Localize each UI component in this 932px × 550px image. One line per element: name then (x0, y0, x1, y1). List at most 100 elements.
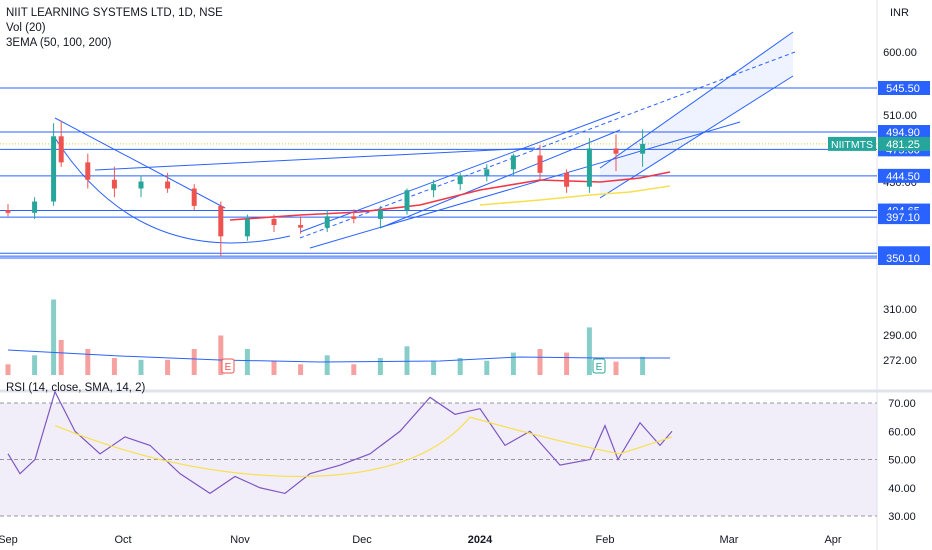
currency-label[interactable]: INR (890, 7, 909, 19)
x-axis-label: Mar (720, 534, 739, 546)
channel-fill (600, 32, 793, 198)
volume-bar (537, 349, 543, 375)
volume-bar (165, 359, 171, 375)
symbol-title: NIIT LEARNING SYSTEMS LTD, 1D, NSE (6, 7, 223, 19)
candle-body (537, 155, 543, 173)
ema-100-line (479, 185, 671, 206)
trendline (599, 31, 794, 169)
price-axis-tick: 510.00 (883, 110, 917, 122)
candle-body (111, 179, 117, 189)
level-label-text: 444.50 (886, 171, 920, 183)
price-axis-tick: 290.00 (883, 330, 917, 342)
symbol-tag-text: NIITMTS (831, 139, 873, 151)
volume-bar (431, 360, 437, 375)
candle-body (351, 216, 357, 219)
volume-bar (298, 364, 304, 375)
trendline (379, 129, 621, 229)
x-axis-label: Nov (230, 534, 250, 546)
volume-bar (51, 299, 57, 375)
price-axis-tick: 272.00 (883, 355, 917, 367)
volume-bar (404, 346, 410, 375)
volume-bar (510, 352, 516, 375)
candle-body (51, 136, 57, 202)
candle-body (431, 184, 437, 191)
rsi-axis-tick: 30.00 (888, 511, 916, 523)
volume-bar (484, 360, 490, 375)
volume-bar (138, 359, 144, 375)
earnings-marker: E (592, 358, 606, 374)
candle-body (586, 148, 592, 187)
level-label-text: 494.90 (886, 127, 920, 139)
rsi-axis-tick: 60.00 (888, 426, 916, 438)
earnings-marker: E (221, 358, 235, 374)
candle-body (32, 201, 38, 213)
ema-indicator-label[interactable]: 3EMA (50, 100, 200) (6, 37, 112, 49)
trendline (54, 117, 226, 209)
candle-body (510, 155, 516, 170)
x-axis-label: Apr (824, 534, 841, 546)
volume-bar (58, 340, 64, 375)
rsi-axis-tick: 50.00 (888, 455, 916, 467)
ema-50-line (229, 171, 671, 221)
rsi-axis-tick: 70.00 (888, 398, 916, 410)
earnings-badge (592, 358, 606, 374)
candle-body (165, 181, 171, 189)
earnings-badge-text: E (596, 362, 603, 373)
price-axis-tick: 310.00 (883, 304, 917, 316)
volume-bar (613, 361, 619, 375)
candle-body (377, 210, 383, 219)
rsi-legend-label[interactable]: RSI (14, close, SMA, 14, 2) (6, 382, 146, 394)
candle-body (640, 143, 646, 154)
candle-body (457, 175, 463, 185)
candle-body (5, 210, 11, 213)
price-axis-tick: 600.00 (883, 47, 917, 59)
last-price-text: 481.25 (886, 139, 920, 151)
x-axis-label: Oct (114, 534, 131, 546)
level-label-bg (878, 168, 930, 183)
candle-body (484, 169, 490, 176)
volume-bar (586, 327, 592, 375)
level-label: 545.50 (878, 81, 930, 95)
candle-body (613, 148, 619, 154)
candle-body (191, 188, 197, 206)
level-label: 397.10 (878, 210, 930, 225)
level-label-bg (878, 125, 930, 140)
x-axis-label: Sep (0, 534, 18, 546)
level-label-text: 397.10 (886, 212, 920, 224)
chart-legend: NIIT LEARNING SYSTEMS LTD, 1D, NSE Vol (… (6, 6, 223, 51)
rsi-axis-tick: 40.00 (888, 483, 916, 495)
volume-bar (5, 364, 11, 375)
volume-bar (564, 352, 570, 375)
candle-body (218, 205, 224, 237)
volume-bar (32, 355, 38, 375)
last-price-bg (878, 136, 930, 151)
candle-body (324, 216, 330, 228)
candle-body (298, 225, 304, 228)
trendline (299, 111, 621, 233)
trendline-arc (54, 137, 291, 244)
volume-bar (244, 349, 250, 375)
volume-bar (377, 358, 383, 375)
volume-bar (191, 349, 197, 375)
volume-bar (218, 335, 224, 375)
candle-body (58, 136, 64, 163)
volume-indicator-label[interactable]: Vol (20) (6, 22, 46, 34)
level-label-bg (878, 250, 930, 265)
level-label: 350.10 (878, 250, 930, 265)
volume-bar (111, 358, 117, 375)
earnings-badge-text: E (225, 362, 232, 373)
rsi-sma-line (54, 416, 673, 478)
level-label-text: 350.10 (886, 253, 920, 265)
volume-bar (457, 358, 463, 375)
level-label-bg (878, 210, 930, 225)
level-label-bg (878, 81, 930, 95)
candle-body (138, 181, 144, 189)
volume-bar (351, 364, 357, 375)
x-axis-label: Feb (596, 534, 615, 546)
candle-body (244, 218, 250, 237)
last-price-label: 481.25 (878, 136, 930, 151)
earnings-badge (221, 358, 235, 374)
candle-body (404, 190, 410, 211)
trendline (599, 75, 794, 199)
